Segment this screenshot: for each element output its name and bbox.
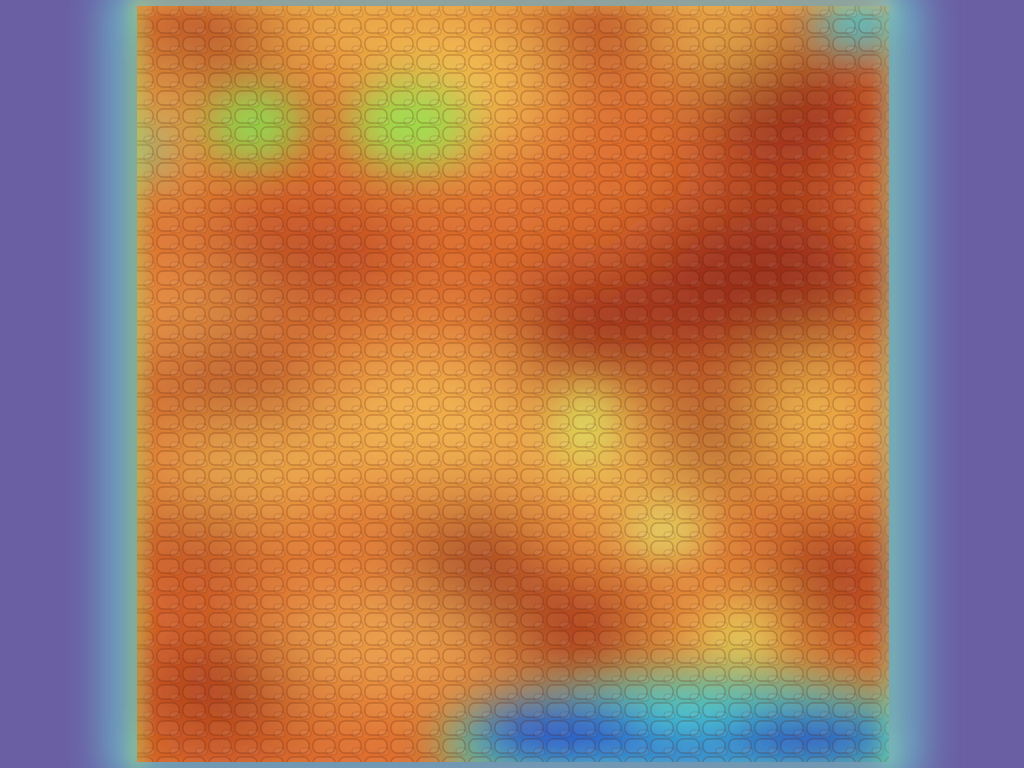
edge-glow [133,0,893,768]
heatmap-region [137,6,889,762]
